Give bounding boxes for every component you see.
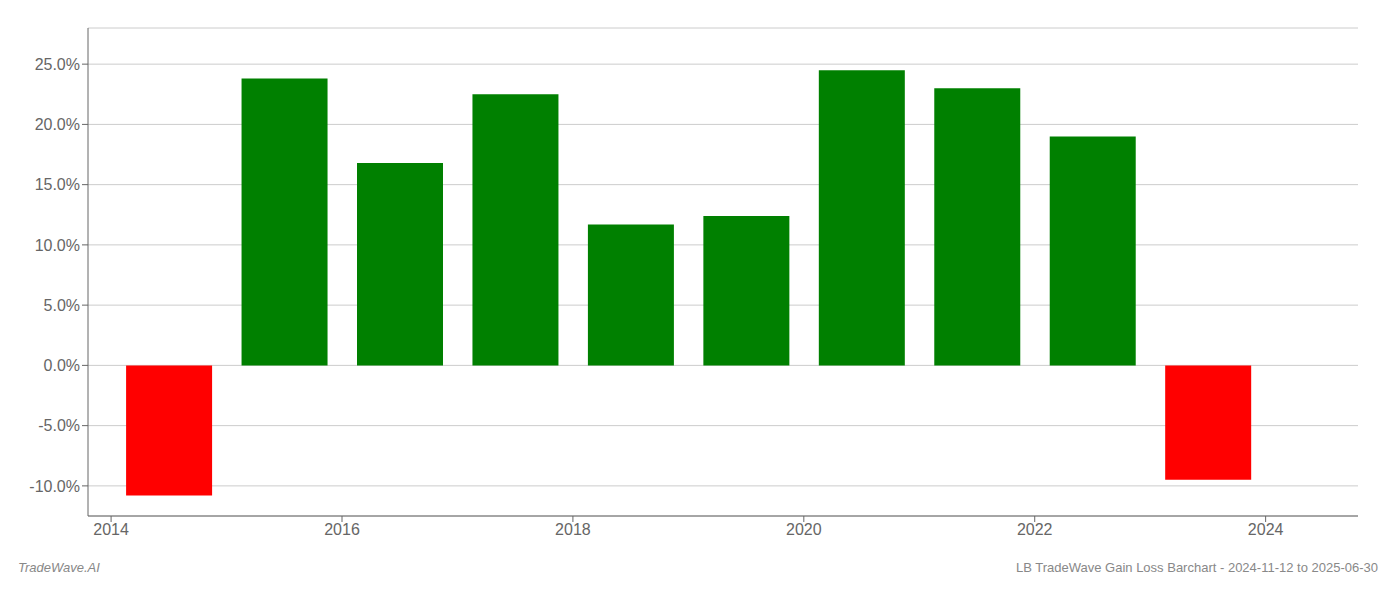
svg-text:-10.0%: -10.0%: [29, 478, 80, 495]
svg-text:5.0%: 5.0%: [44, 297, 80, 314]
svg-text:2018: 2018: [555, 521, 591, 538]
svg-text:15.0%: 15.0%: [35, 176, 80, 193]
svg-text:2020: 2020: [786, 521, 822, 538]
svg-text:10.0%: 10.0%: [35, 237, 80, 254]
html-text:LB TradeWave Gain Loss Barchar: LB TradeWave Gain Loss Barchart - 2024-1…: [1016, 560, 1378, 575]
svg-text:25.0%: 25.0%: [35, 56, 80, 73]
svg-text:2016: 2016: [324, 521, 360, 538]
svg-text:2014: 2014: [93, 521, 129, 538]
svg-text:0.0%: 0.0%: [44, 357, 80, 374]
html-text:TradeWave.AI: TradeWave.AI: [18, 560, 100, 575]
svg-text:20.0%: 20.0%: [35, 116, 80, 133]
svg-text:-5.0%: -5.0%: [38, 417, 80, 434]
svg-text:2024: 2024: [1248, 521, 1284, 538]
svg-text:2022: 2022: [1017, 521, 1053, 538]
